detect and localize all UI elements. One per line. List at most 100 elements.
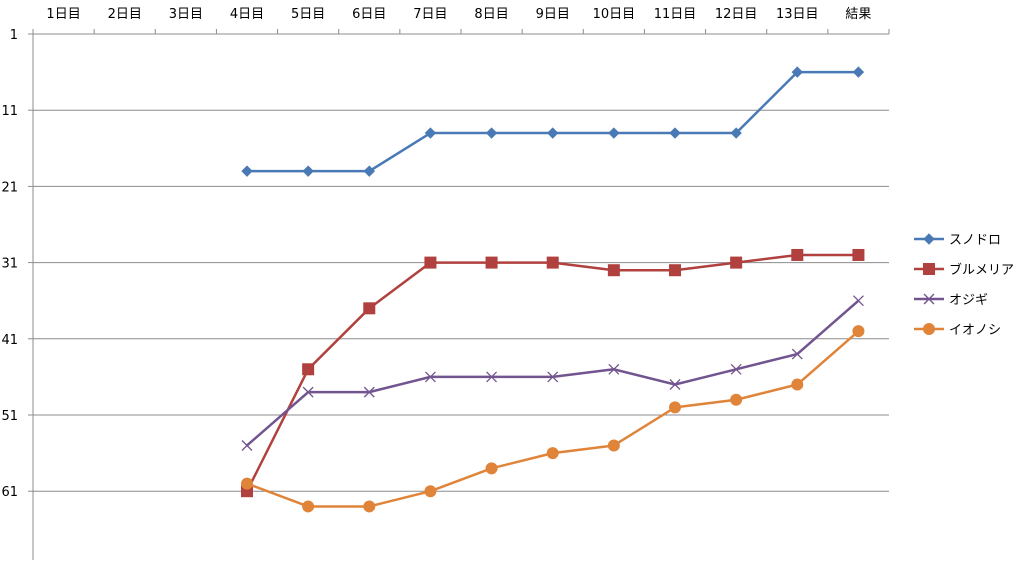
- point-marker: [547, 371, 559, 383]
- point-marker-stroke: [363, 386, 375, 398]
- point-marker: [923, 293, 935, 305]
- point-marker: [791, 66, 803, 78]
- point-marker: [923, 233, 935, 245]
- series-line: [246, 299, 860, 447]
- x-tick-label: 11日目: [654, 7, 697, 22]
- legend-item: ブルメリア: [914, 262, 1014, 278]
- point-marker-stroke: [923, 293, 935, 305]
- point-marker: [852, 325, 865, 338]
- point-marker-stroke: [547, 371, 559, 383]
- point-marker: [669, 401, 681, 414]
- point-marker: [923, 323, 935, 335]
- point-marker: [302, 500, 315, 513]
- x-tick-label: 9日目: [536, 7, 570, 22]
- point-marker: [730, 393, 743, 406]
- point-marker: [730, 256, 743, 269]
- point-marker: [607, 264, 620, 277]
- y-tick-label: 31: [1, 257, 18, 272]
- point-marker: [424, 485, 437, 498]
- point-marker: [607, 439, 620, 452]
- legend-label: イオノシ: [949, 323, 1001, 338]
- legend-label: スノドロ: [949, 233, 1001, 248]
- point-marker-stroke: [791, 348, 803, 360]
- point-marker: [485, 127, 498, 139]
- x-tick-label: 1日目: [46, 7, 80, 22]
- x-tick-label: 4日目: [230, 7, 264, 22]
- x-tick-label: 7日目: [413, 7, 447, 22]
- point-marker: [923, 263, 935, 275]
- series-line: [246, 330, 860, 508]
- point-marker-stroke: [608, 363, 620, 375]
- series-3: [241, 295, 864, 451]
- legend-label: ブルメリア: [949, 262, 1014, 278]
- point-marker: [546, 447, 559, 460]
- series-lines: [241, 66, 865, 513]
- point-marker: [608, 363, 620, 375]
- point-marker: [486, 371, 498, 383]
- point-marker: [852, 66, 865, 78]
- y-tick-label: 41: [1, 333, 18, 348]
- point-marker: [669, 379, 681, 390]
- point-marker: [363, 302, 376, 315]
- legend-item: スノドロ: [914, 233, 1001, 248]
- point-marker: [791, 378, 804, 391]
- y-tick-label: 11: [1, 104, 18, 119]
- point-marker: [302, 363, 315, 376]
- point-marker: [241, 477, 253, 490]
- x-tick-label: 12日目: [715, 7, 758, 22]
- x-tick-label: 10日目: [593, 7, 636, 22]
- point-marker: [302, 386, 314, 398]
- point-marker: [546, 256, 559, 269]
- axes: [28, 29, 890, 560]
- point-marker: [852, 248, 865, 261]
- legend-item: オジギ: [914, 293, 988, 308]
- point-marker-stroke: [302, 386, 314, 398]
- legend-item: イオノシ: [914, 323, 1001, 338]
- point-marker: [363, 386, 375, 398]
- point-marker: [852, 295, 864, 307]
- point-marker: [547, 127, 559, 139]
- point-marker-stroke: [852, 295, 864, 307]
- point-marker: [608, 127, 620, 139]
- series-2: [241, 248, 865, 498]
- point-marker: [485, 462, 498, 475]
- point-marker: [363, 165, 375, 177]
- point-marker: [730, 127, 742, 139]
- x-tick-label: 8日目: [474, 7, 508, 22]
- y-tick-label: 61: [1, 485, 18, 500]
- series-4: [241, 325, 865, 513]
- series-line: [247, 70, 859, 173]
- point-marker: [241, 165, 253, 177]
- point-marker: [424, 256, 437, 269]
- point-marker: [424, 127, 437, 139]
- y-tick-label: 21: [1, 180, 18, 195]
- y-tick-label: 51: [1, 409, 18, 424]
- series-1: [241, 66, 865, 177]
- point-marker: [791, 348, 803, 360]
- point-marker: [669, 127, 681, 139]
- point-marker-stroke: [730, 363, 742, 375]
- point-marker: [302, 165, 314, 177]
- point-marker-stroke: [486, 371, 498, 383]
- point-marker: [363, 500, 376, 513]
- point-marker: [424, 371, 436, 383]
- point-marker-stroke: [241, 440, 253, 451]
- x-tick-label: 結果: [845, 7, 871, 22]
- x-tick-label: 2日目: [108, 7, 142, 22]
- point-marker: [241, 440, 253, 451]
- x-tick-label: 3日目: [169, 7, 203, 22]
- point-marker: [791, 248, 804, 261]
- point-marker-stroke: [669, 379, 681, 390]
- y-tick-label: 1: [10, 28, 18, 43]
- legend-label: オジギ: [949, 293, 988, 308]
- gridlines: [33, 33, 889, 492]
- point-marker-stroke: [424, 371, 436, 383]
- x-tick-label: 13日目: [776, 7, 819, 22]
- x-axis-tick-labels: 1日目 2日目 3日目 4日目 5日目 6日目 7日目 8日目 9日目 10日目 11日目 12日目 1…: [46, 7, 871, 22]
- x-tick-label: 5日目: [291, 7, 325, 22]
- point-marker: [669, 264, 681, 277]
- x-tick-label: 6日目: [352, 7, 386, 22]
